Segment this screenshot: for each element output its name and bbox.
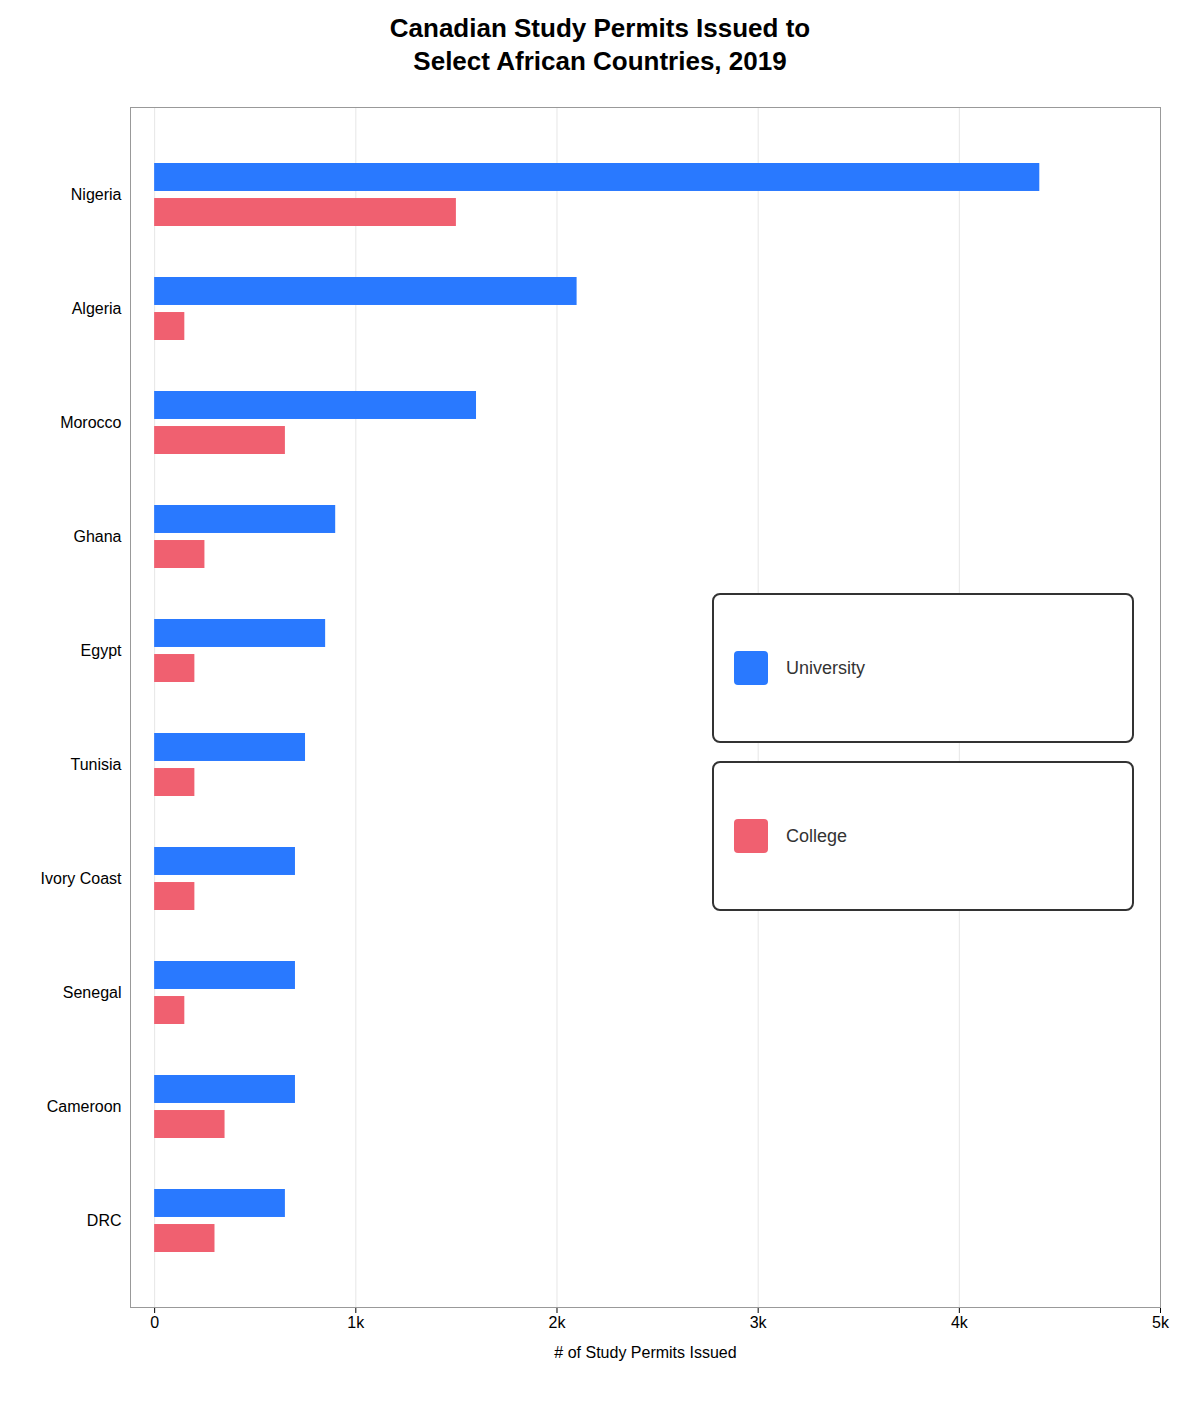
svg-text:4k: 4k (951, 1314, 969, 1331)
svg-text:Algeria: Algeria (72, 300, 122, 317)
svg-text:Morocco: Morocco (60, 414, 121, 431)
html-text:College: College (785, 825, 847, 846)
svg-text:Ivory Coast: Ivory Coast (41, 870, 122, 887)
svg-text:Tunisia: Tunisia (71, 756, 122, 773)
html-text:Canadian Study Permits Issued: Canadian Study Permits Issued to Select … (389, 13, 811, 76)
svg-text:# of Study Permits Issued: # of Study Permits Issued (554, 1344, 736, 1361)
svg-text:Cameroon: Cameroon (47, 1098, 122, 1115)
svg-text:0: 0 (150, 1314, 159, 1331)
svg-text:Senegal: Senegal (63, 984, 122, 1001)
svg-text:Ghana: Ghana (73, 528, 121, 545)
svg-text:Nigeria: Nigeria (71, 186, 122, 203)
svg-text:Egypt: Egypt (81, 642, 122, 659)
svg-text:DRC: DRC (87, 1212, 122, 1229)
svg-text:2k: 2k (549, 1314, 567, 1331)
html-text:University: University (785, 657, 865, 678)
svg-text:5k: 5k (1152, 1314, 1170, 1331)
svg-text:3k: 3k (750, 1314, 768, 1331)
svg-text:1k: 1k (347, 1314, 365, 1331)
